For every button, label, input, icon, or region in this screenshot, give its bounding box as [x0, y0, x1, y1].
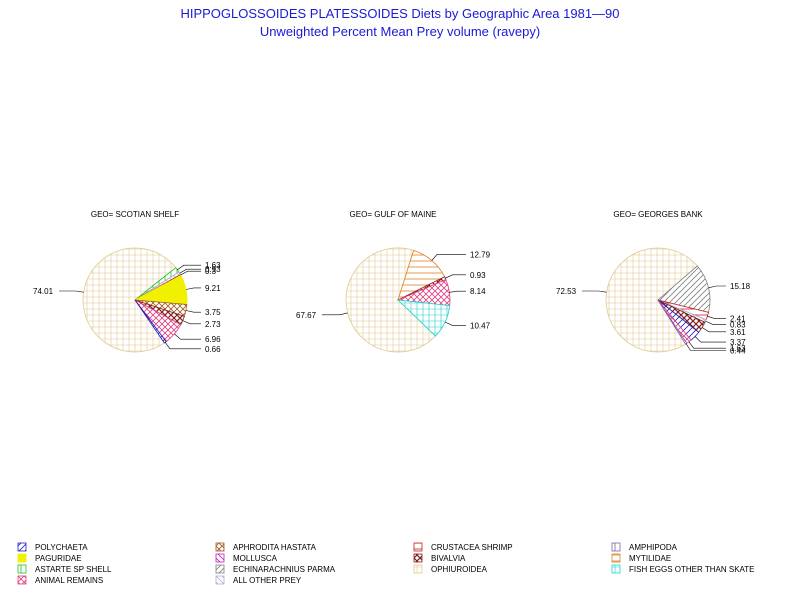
pies-layer: GEO= SCOTIAN SHELF74.011.630.930.39.213.… — [33, 210, 751, 356]
legend-label: MOLLUSCA — [233, 554, 278, 563]
pie-title: GEO= SCOTIAN SHELF — [91, 210, 179, 219]
legend-swatch — [611, 553, 621, 563]
slice-label: 0.83 — [730, 320, 746, 329]
leader-line — [707, 315, 726, 320]
slice-label: 0.44 — [730, 347, 746, 356]
legend-swatch — [17, 542, 27, 552]
legend-item-ophiuroidea: OPHIUROIDEA — [413, 564, 488, 574]
legend-swatch — [611, 564, 621, 574]
leader-line — [322, 312, 348, 316]
legend-item-mollusca: MOLLUSCA — [215, 553, 278, 563]
legend-item-animal-remains: ANIMAL REMAINS — [17, 575, 103, 585]
slice-label: 6.96 — [205, 335, 221, 344]
legend-swatch — [17, 553, 27, 563]
legend-swatch — [611, 542, 621, 552]
legend-item-bivalvia: BIVALVIA — [413, 553, 466, 563]
leader-line — [701, 327, 726, 333]
pie-geo-georges-bank: GEO= GEORGES BANK 72.53 15.18 2.410.833.613… — [556, 210, 751, 356]
leader-line — [179, 268, 201, 274]
leader-line — [708, 285, 726, 289]
slice-label: 0.3 — [205, 267, 217, 276]
legend-item-all-other-prey: ALL OTHER PREY — [215, 575, 302, 585]
slice-label: 0.66 — [205, 345, 221, 354]
slice-label: 74.01 — [33, 287, 54, 296]
chart-subtitle: Unweighted Percent Mean Prey volume (rav… — [260, 24, 540, 39]
legend-item-amphipoda: AMPHIPODA — [611, 542, 678, 552]
leader-line — [182, 320, 201, 325]
leader-line — [180, 270, 201, 276]
slice-label: 12.79 — [470, 250, 491, 259]
slice-label: 72.53 — [556, 287, 577, 296]
slice-label: 67.67 — [296, 311, 317, 320]
legend-item-aphrodita-hastata: APHRODITA HASTATA — [215, 542, 317, 552]
leader-line — [688, 341, 726, 349]
leader-line — [431, 254, 466, 261]
chart-title: HIPPOGLOSSOIDES PLATESSOIDES Diets by Ge… — [180, 6, 619, 21]
legend-swatch — [215, 564, 225, 574]
legend-label: BIVALVIA — [431, 554, 466, 563]
leader-line — [705, 320, 726, 325]
legend-item-fish-eggs-other-than-skate: FISH EGGS OTHER THAN SKATE — [611, 564, 755, 574]
legend-item-echinarachnius-parma: ECHINARACHNIUS PARMA — [215, 564, 336, 574]
slice-label: 0.93 — [470, 271, 486, 280]
legend-swatch — [17, 564, 27, 574]
legend-swatch — [215, 553, 225, 563]
slice-label: 8.14 — [470, 287, 486, 296]
pie-geo-gulf-of-maine: GEO= GULF OF MAINE 67.67 12.79 0.93 8.14 10.4… — [296, 210, 491, 353]
legend-label: ANIMAL REMAINS — [35, 576, 103, 585]
legend-swatch — [17, 575, 27, 585]
leader-line — [174, 333, 201, 340]
legend-label: MYTILIDAE — [629, 554, 671, 563]
legend-item-astarte-sp-shell: ASTARTE SP SHELL — [17, 564, 112, 574]
leader-line — [449, 290, 466, 293]
slice-label: 3.61 — [730, 328, 746, 337]
legend-label: CRUSTACEA SHRIMP — [431, 543, 513, 552]
legend: POLYCHAETA APHRODITA HASTATA CRUSTACEA SHR… — [17, 542, 755, 585]
slice-label: 10.47 — [470, 321, 491, 330]
leader-line — [444, 321, 466, 326]
slice-echinarachnius-parma — [657, 265, 711, 313]
leader-line — [694, 336, 726, 343]
leader-line — [177, 264, 201, 271]
slice-label: 2.73 — [205, 320, 221, 329]
leader-line — [185, 287, 201, 290]
pie-title: GEO= GULF OF MAINE — [350, 210, 437, 219]
pie-title: GEO= GEORGES BANK — [613, 210, 703, 219]
slice-label: 0.93 — [205, 265, 221, 274]
slice-label: 3.37 — [730, 338, 746, 347]
legend-item-mytilidae: MYTILIDAE — [611, 553, 671, 563]
leader-line — [445, 274, 466, 279]
legend-label: PAGURIDAE — [35, 554, 82, 563]
legend-swatch — [413, 542, 423, 552]
legend-label: FISH EGGS OTHER THAN SKATE — [629, 565, 755, 574]
slice-label: 3.75 — [205, 308, 221, 317]
legend-item-polychaeta: POLYCHAETA — [17, 542, 88, 552]
legend-label: OPHIUROIDEA — [431, 565, 488, 574]
legend-label: ALL OTHER PREY — [233, 576, 302, 585]
slice-label: 15.18 — [730, 282, 751, 291]
legend-label: ASTARTE SP SHELL — [35, 565, 112, 574]
leader-line — [59, 290, 84, 293]
legend-swatch — [215, 575, 225, 585]
leader-line — [582, 290, 607, 293]
legend-label: POLYCHAETA — [35, 543, 88, 552]
legend-item-crustacea-shrimp: CRUSTACEA SHRIMP — [413, 542, 513, 552]
slice-ophiuroidea — [345, 247, 437, 353]
legend-item-paguridae: PAGURIDAE — [17, 553, 82, 563]
leader-line — [164, 342, 201, 350]
slice-label: 1.63 — [205, 261, 221, 270]
legend-label: AMPHIPODA — [629, 543, 678, 552]
pie-geo-scotian-shelf: GEO= SCOTIAN SHELF 74.01 1.630.930.3 9.21 3.… — [33, 210, 221, 354]
legend-label: ECHINARACHNIUS PARMA — [233, 565, 336, 574]
slice-label: 2.41 — [730, 315, 746, 324]
leader-line — [185, 310, 201, 313]
leader-line — [685, 343, 726, 351]
slice-label: 1.63 — [730, 344, 746, 353]
legend-swatch — [413, 564, 423, 574]
slice-label: 9.21 — [205, 284, 221, 293]
legend-swatch — [215, 542, 225, 552]
legend-label: APHRODITA HASTATA — [233, 543, 317, 552]
legend-swatch — [413, 553, 423, 563]
